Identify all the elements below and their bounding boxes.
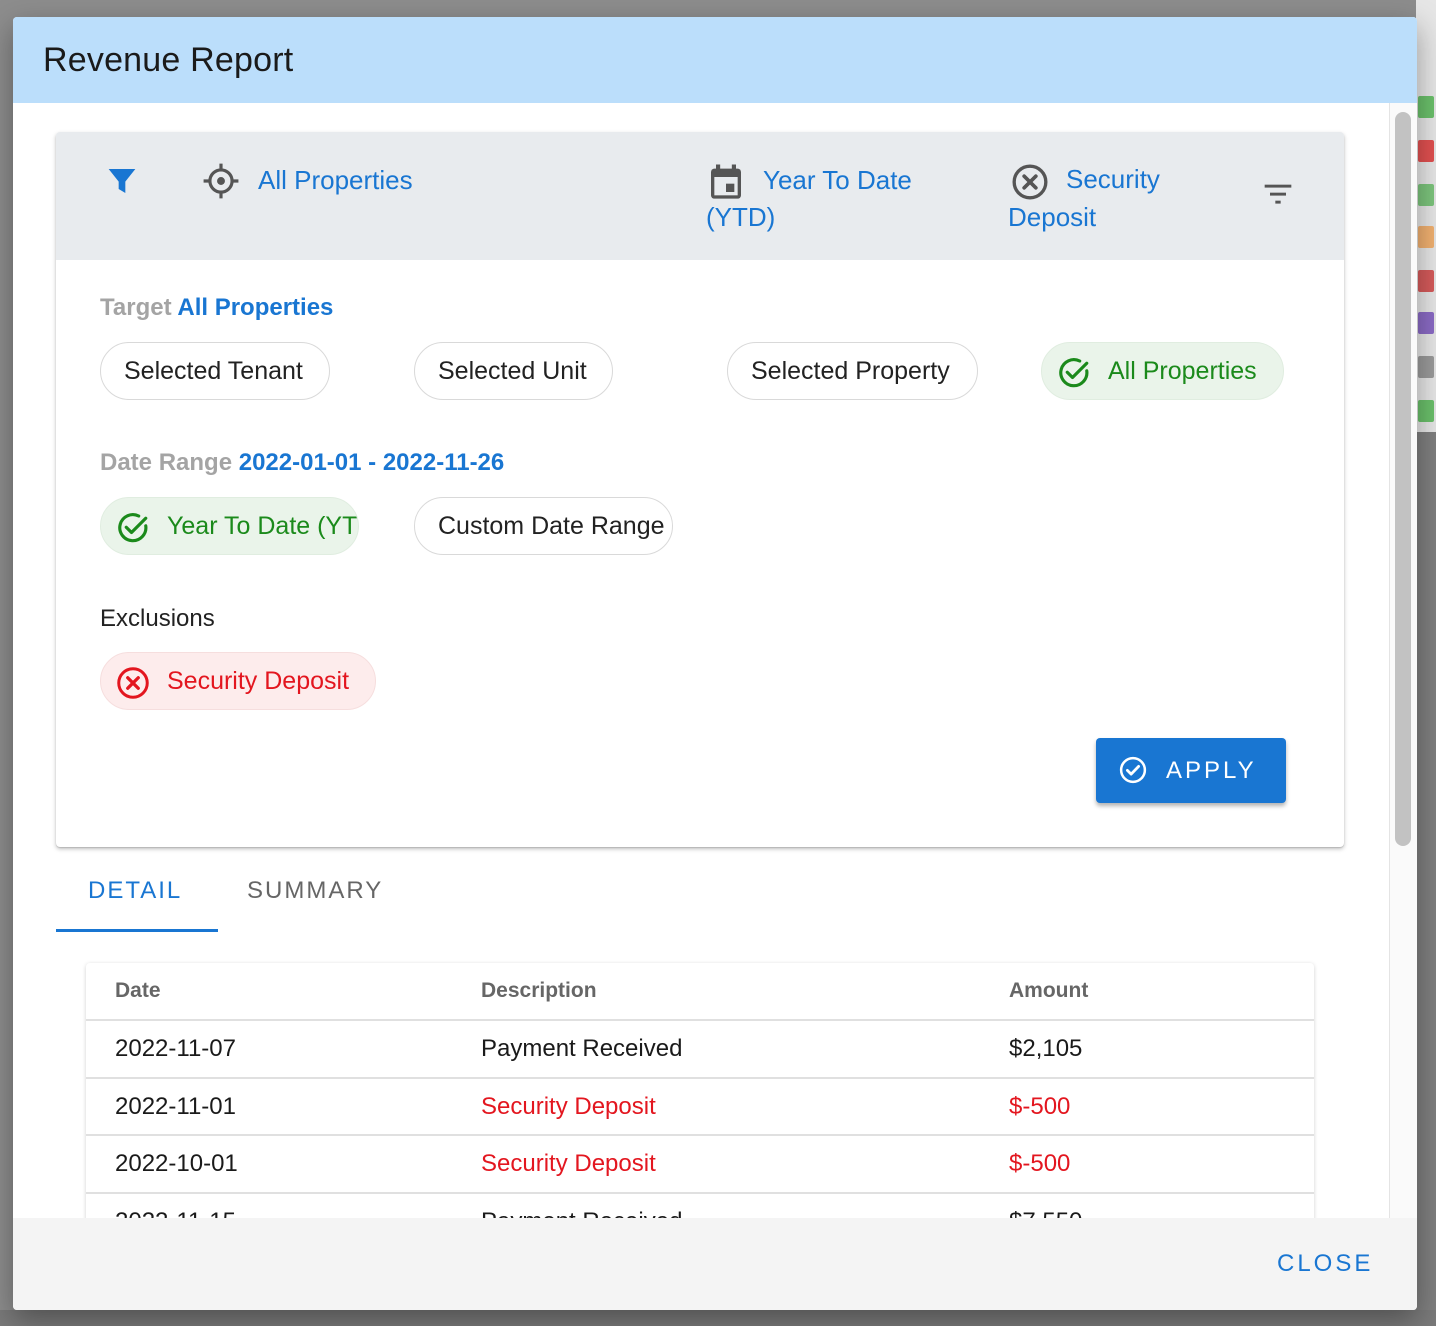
tab-detail[interactable]: DETAIL — [88, 877, 183, 904]
chip-label: Custom Date Range — [438, 512, 665, 540]
close-button[interactable]: CLOSE — [1277, 1250, 1374, 1277]
cancel-circle-icon — [1012, 164, 1048, 200]
background-overlay — [1416, 432, 1436, 1326]
filter-target-value[interactable]: All Properties — [258, 165, 413, 195]
chip-security-deposit[interactable]: Security Deposit — [100, 652, 376, 710]
exclusions-label: Exclusions — [100, 605, 215, 632]
filter-icon[interactable] — [106, 164, 138, 198]
chip-year-to-date[interactable]: Year To Date (YTD) — [100, 497, 359, 555]
revenue-table: Date Description Amount 2022-11-07 Payme… — [86, 963, 1314, 1263]
filter-panel: All Properties Year To Date (YTD) Securi… — [56, 132, 1344, 847]
filter-date-line1[interactable]: Year To Date — [763, 165, 912, 195]
chip-all-properties[interactable]: All Properties — [1041, 342, 1284, 400]
row-divider — [86, 1077, 1314, 1079]
chip-label: Selected Property — [751, 357, 950, 385]
apply-button[interactable]: APPLY — [1096, 738, 1286, 803]
calendar-icon — [711, 164, 741, 199]
date-range-value: 2022-01-01 - 2022-11-26 — [238, 449, 505, 476]
chip-selected-unit[interactable]: Selected Unit — [414, 342, 613, 400]
chip-selected-property[interactable]: Selected Property — [727, 342, 978, 400]
target-label-text: Target — [100, 294, 172, 321]
crosshair-icon — [203, 163, 239, 199]
check-circle-icon — [1119, 756, 1147, 784]
cell-amount: $-500 — [1009, 1093, 1071, 1120]
target-value: All Properties — [177, 294, 334, 321]
scrollbar-thumb[interactable] — [1395, 112, 1411, 846]
dialog-footer: CLOSE — [13, 1218, 1417, 1310]
chip-selected-tenant[interactable]: Selected Tenant — [100, 342, 330, 400]
chip-custom-date-range[interactable]: Custom Date Range — [414, 497, 673, 555]
row-divider — [86, 1019, 1314, 1021]
apply-label: APPLY — [1166, 757, 1257, 784]
filter-summary-bar[interactable]: All Properties Year To Date (YTD) Securi… — [56, 132, 1344, 260]
cell-amount: $2,105 — [1009, 1035, 1083, 1062]
cell-date: 2022-11-07 — [115, 1035, 236, 1062]
cell-description: Security Deposit — [481, 1093, 656, 1120]
cancel-circle-icon — [117, 667, 149, 699]
chip-label: Selected Unit — [438, 357, 587, 385]
filter-exclusion-line2[interactable]: Deposit — [1008, 202, 1097, 232]
check-circle-icon — [1059, 358, 1089, 388]
column-header-amount[interactable]: Amount — [1009, 979, 1089, 1002]
background-app-strip — [1416, 0, 1436, 432]
cell-description: Payment Received — [481, 1035, 683, 1062]
cell-description: Security Deposit — [481, 1150, 656, 1177]
cell-date: 2022-10-01 — [115, 1150, 238, 1177]
filter-exclusion-line1[interactable]: Security — [1066, 164, 1160, 194]
chip-label: Security Deposit — [167, 667, 350, 695]
dialog-header: Revenue Report — [13, 17, 1417, 103]
chip-label: Selected Tenant — [124, 357, 303, 385]
target-label: Target All Properties — [100, 294, 333, 322]
tab-indicator — [56, 929, 218, 932]
cell-date: 2022-11-01 — [115, 1093, 236, 1120]
column-header-date[interactable]: Date — [115, 979, 161, 1002]
date-range-label: Date Range 2022-01-01 - 2022-11-26 — [100, 449, 504, 477]
check-circle-icon — [118, 513, 148, 543]
row-divider — [86, 1134, 1314, 1136]
chip-label: All Properties — [1108, 357, 1257, 385]
dialog-title: Revenue Report — [43, 41, 294, 79]
cell-amount: $-500 — [1009, 1150, 1071, 1177]
revenue-report-dialog: Revenue Report All Properties — [13, 17, 1417, 1310]
row-divider — [86, 1192, 1314, 1194]
filter-list-icon[interactable] — [1260, 178, 1296, 210]
tab-summary[interactable]: SUMMARY — [247, 877, 384, 904]
date-range-label-text: Date Range — [100, 449, 233, 476]
column-header-description[interactable]: Description — [481, 979, 597, 1002]
chip-label: Year To Date (YTD) — [167, 512, 358, 540]
filter-date-line2[interactable]: (YTD) — [706, 202, 776, 232]
background-overlay-bottom — [0, 1310, 1436, 1326]
